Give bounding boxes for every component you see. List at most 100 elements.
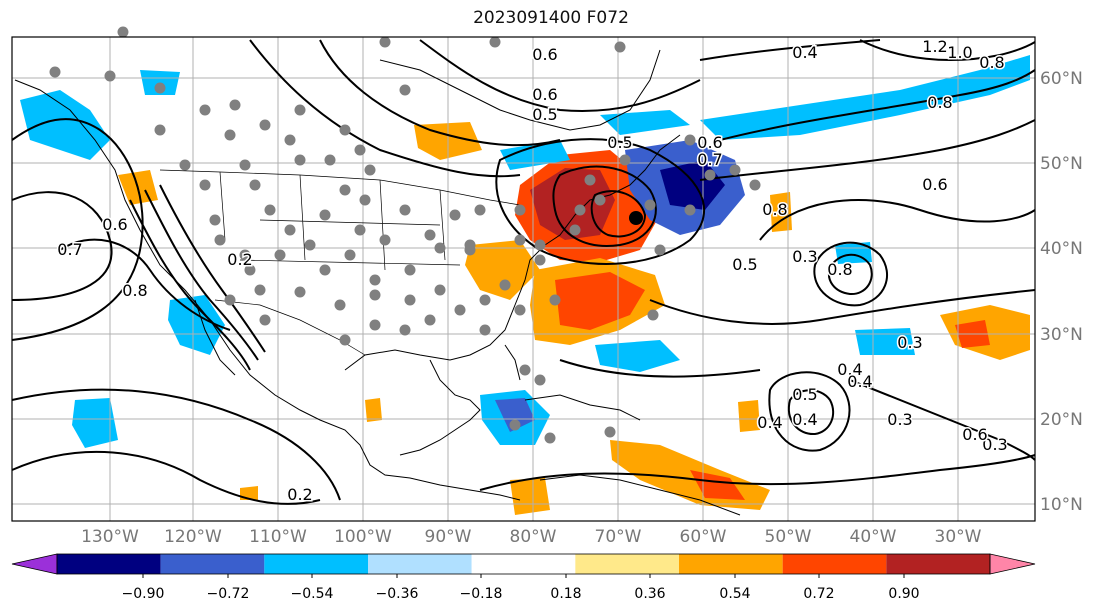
station-dot bbox=[399, 204, 411, 216]
map-frame bbox=[11, 36, 1036, 522]
station-dot bbox=[434, 284, 446, 296]
contour-north-2 bbox=[319, 39, 561, 147]
contour-west-1 bbox=[11, 118, 144, 341]
coast-gulf-east bbox=[344, 134, 681, 371]
station-dot bbox=[264, 204, 276, 216]
shade-red-subtropical bbox=[555, 272, 645, 330]
contour-northatl-3 bbox=[699, 119, 1036, 181]
station-dot bbox=[584, 174, 596, 186]
lon-tick-label: 50°W bbox=[765, 527, 812, 547]
contour-label: 0.5 bbox=[532, 105, 557, 124]
contour-baja-2 bbox=[144, 189, 259, 361]
observation-stations bbox=[49, 26, 761, 444]
station-dot bbox=[424, 314, 436, 326]
coast-yucatan bbox=[399, 359, 481, 456]
latitude-tick-labels: 60°N 50°N 40°N 30°N 20°N 10°N bbox=[1040, 69, 1083, 515]
station-dot bbox=[464, 244, 476, 256]
lon-tick-label: 110°W bbox=[249, 527, 307, 547]
shade-red-tropical bbox=[690, 470, 745, 500]
lon-tick-label: 80°W bbox=[510, 527, 557, 547]
contour-lines bbox=[11, 39, 1036, 505]
contour-label: 0.7 bbox=[57, 240, 82, 259]
contour-midatl-low1 bbox=[813, 241, 889, 307]
contour-tropical-low2 bbox=[787, 389, 835, 436]
lon-tick-label: 130°W bbox=[81, 527, 139, 547]
contour-tropical-low1 bbox=[768, 371, 851, 452]
station-dot bbox=[354, 144, 366, 156]
station-dot bbox=[489, 36, 501, 48]
contour-label-layer: 0.6 0.4 1.2 1.00.80.80.60.5 0.60.70.60.70.50… bbox=[56, 36, 1009, 506]
shade-blue-labrador bbox=[600, 110, 690, 135]
station-dot bbox=[339, 334, 351, 346]
coast-baja bbox=[194, 299, 236, 376]
contour-label: 0.2 bbox=[227, 250, 252, 269]
colorbar-segment bbox=[575, 554, 679, 574]
station-dot bbox=[509, 419, 521, 431]
lat-tick-label: 20°N bbox=[1040, 410, 1083, 430]
colorbar-extend-low bbox=[11, 553, 58, 575]
colorbar-tick-label: −0.54 bbox=[291, 586, 334, 602]
station-dot bbox=[224, 129, 236, 141]
map-area: 0.6 0.4 1.2 1.00.80.80.60.5 0.60.70.60.70.50… bbox=[11, 26, 1036, 522]
shade-orange-small2 bbox=[770, 192, 792, 232]
contour-label: 0.3 bbox=[982, 435, 1007, 454]
contour-label: 0.3 bbox=[792, 247, 817, 266]
station-dot bbox=[534, 254, 546, 266]
station-dot bbox=[434, 242, 446, 254]
shade-blue-central-atlantic bbox=[855, 328, 915, 355]
contour-north-1 bbox=[249, 39, 521, 178]
coastlines bbox=[14, 49, 741, 516]
station-dot bbox=[254, 284, 266, 296]
station-dot bbox=[684, 204, 696, 216]
colorbar-segment bbox=[57, 554, 161, 574]
station-dot bbox=[449, 209, 461, 221]
station-dot bbox=[569, 224, 581, 236]
contour-label: 0.4 bbox=[792, 43, 817, 62]
station-dot bbox=[214, 234, 226, 246]
station-dot bbox=[274, 249, 286, 261]
station-dot bbox=[319, 264, 331, 276]
shade-blue-pacific bbox=[72, 398, 118, 448]
station-dot bbox=[304, 239, 316, 251]
contour-label: 0.4 bbox=[792, 410, 817, 429]
station-dot bbox=[259, 314, 271, 326]
lat-tick-label: 40°N bbox=[1040, 239, 1083, 259]
contour-pacific-2 bbox=[11, 450, 321, 505]
station-dot bbox=[619, 154, 631, 166]
coast-florida bbox=[504, 344, 521, 381]
lat-tick-label: 10°N bbox=[1040, 495, 1083, 515]
contour-label: 0.4 bbox=[837, 360, 862, 379]
low-center-marker bbox=[629, 211, 643, 225]
colorbar-tick-label: 0.18 bbox=[550, 586, 581, 602]
station-dot bbox=[514, 234, 526, 246]
contour-midatl-1 bbox=[759, 199, 1036, 241]
station-dot bbox=[359, 194, 371, 206]
station-dot bbox=[294, 286, 306, 298]
station-dot bbox=[199, 104, 211, 116]
contour-label: 0.8 bbox=[762, 200, 787, 219]
colorbar: −0.90 −0.72 −0.54 −0.36 −0.18 0.18 0.36 0.54 0.7… bbox=[11, 553, 1036, 602]
colorbar-outline bbox=[56, 553, 991, 575]
shade-blue-pnw bbox=[20, 90, 110, 160]
contour-tropical-band bbox=[479, 454, 1036, 491]
station-dot bbox=[104, 70, 116, 82]
lon-tick-label: 60°W bbox=[680, 527, 727, 547]
station-dot bbox=[644, 199, 656, 211]
contour-north-3 bbox=[419, 39, 701, 112]
station-dot bbox=[224, 294, 236, 306]
station-dot bbox=[379, 234, 391, 246]
contour-label: 0.7 bbox=[697, 150, 722, 169]
contour-label: 0.4 bbox=[757, 413, 782, 432]
contour-low-inner bbox=[590, 190, 647, 238]
station-dot bbox=[514, 204, 526, 216]
station-dot bbox=[117, 26, 129, 38]
contour-label: 0.8 bbox=[927, 93, 952, 112]
station-dot bbox=[199, 179, 211, 191]
border-states bbox=[219, 171, 461, 271]
station-dot bbox=[704, 169, 716, 181]
station-dot bbox=[614, 41, 626, 53]
station-dot bbox=[294, 104, 306, 116]
station-dot bbox=[239, 159, 251, 171]
contour-label: 0.3 bbox=[887, 410, 912, 429]
lat-tick-label: 30°N bbox=[1040, 325, 1083, 345]
